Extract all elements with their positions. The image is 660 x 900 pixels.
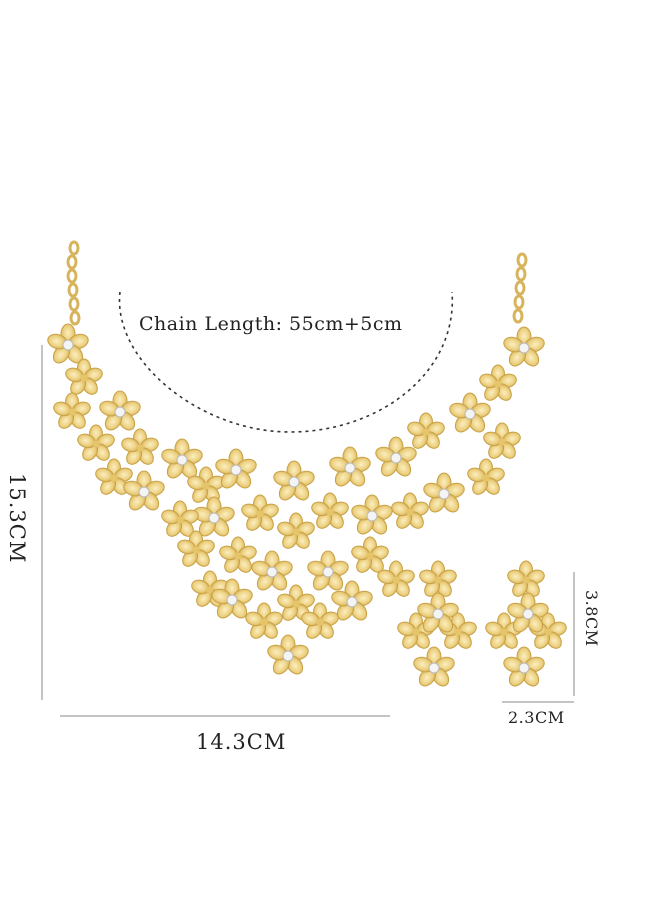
chain-left: [66, 240, 81, 326]
earring-right: [483, 560, 569, 690]
necklace-width-label: 14.3CM: [196, 730, 287, 754]
chain-right: [512, 252, 528, 324]
earring-height-label: 3.8CM: [582, 590, 601, 647]
dimension-lines: [41, 345, 575, 717]
earring-width-label: 2.3CM: [508, 708, 565, 727]
necklace-height-label: 15.3CM: [5, 473, 29, 564]
chain-length-label: Chain Length: 55cm+5cm: [139, 313, 403, 335]
